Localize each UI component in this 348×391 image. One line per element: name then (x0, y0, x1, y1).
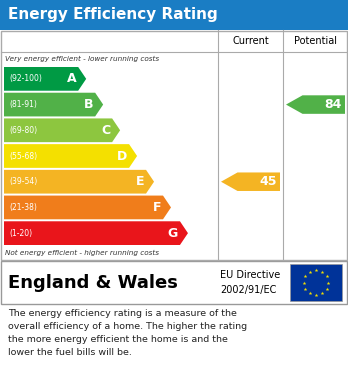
Text: (81-91): (81-91) (9, 100, 37, 109)
Polygon shape (4, 144, 137, 168)
Bar (1, 261, 347, 304)
Text: Very energy efficient - lower running costs: Very energy efficient - lower running co… (5, 56, 159, 62)
Bar (0, 0, 348, 30)
Text: F: F (152, 201, 161, 214)
Text: A: A (66, 72, 76, 85)
Polygon shape (4, 196, 171, 219)
Polygon shape (4, 118, 120, 142)
Text: (1-20): (1-20) (9, 229, 32, 238)
Text: E: E (135, 175, 144, 188)
Text: G: G (168, 227, 178, 240)
Polygon shape (4, 170, 154, 194)
Text: Potential: Potential (294, 36, 337, 46)
Text: (55-68): (55-68) (9, 151, 37, 160)
Text: (39-54): (39-54) (9, 177, 37, 186)
Text: (21-38): (21-38) (9, 203, 37, 212)
Text: 45: 45 (260, 175, 277, 188)
Text: (69-80): (69-80) (9, 126, 37, 135)
Polygon shape (286, 95, 345, 114)
Text: 2002/91/EC: 2002/91/EC (220, 285, 276, 294)
Text: England & Wales: England & Wales (8, 273, 178, 292)
Bar (1, 31, 347, 260)
Text: The energy efficiency rating is a measure of the
overall efficiency of a home. T: The energy efficiency rating is a measur… (8, 309, 247, 357)
Text: C: C (101, 124, 110, 137)
Polygon shape (4, 67, 86, 91)
Text: 84: 84 (325, 98, 342, 111)
Text: EU Directive: EU Directive (220, 271, 280, 280)
Polygon shape (4, 93, 103, 117)
Text: Energy Efficiency Rating: Energy Efficiency Rating (8, 7, 218, 23)
Text: (92-100): (92-100) (9, 74, 42, 83)
Bar (290, 264, 342, 301)
Text: B: B (84, 98, 93, 111)
Text: D: D (117, 149, 127, 163)
Text: Current: Current (232, 36, 269, 46)
Polygon shape (4, 221, 188, 245)
Polygon shape (221, 172, 280, 191)
Text: Not energy efficient - higher running costs: Not energy efficient - higher running co… (5, 250, 159, 256)
